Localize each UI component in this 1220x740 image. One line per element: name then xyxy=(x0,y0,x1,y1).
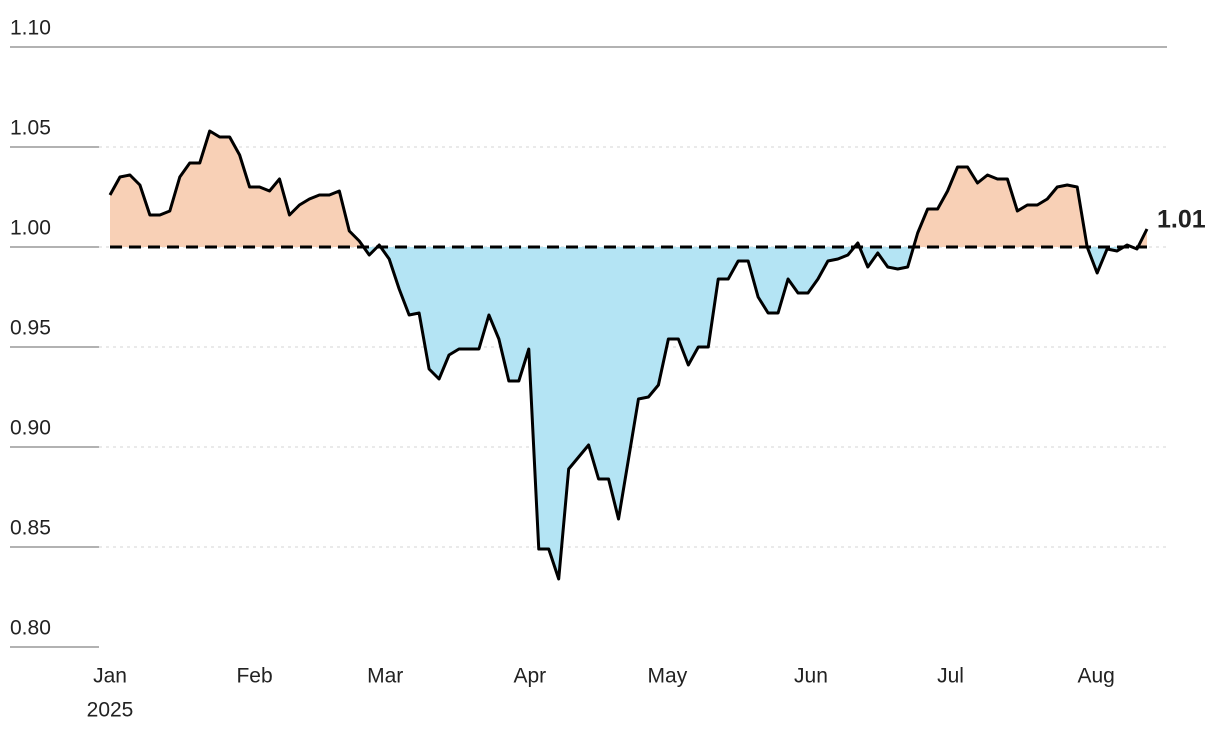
x-tick-label: Jun xyxy=(794,665,828,688)
area-below xyxy=(110,247,1147,579)
end-label: 1.01 xyxy=(1157,206,1206,234)
y-tick-label: 1.05 xyxy=(10,117,51,140)
y-tick-label: 1.00 xyxy=(10,217,51,240)
y-tick-label: 0.80 xyxy=(10,617,51,640)
y-tick-label: 0.95 xyxy=(10,317,51,340)
line xyxy=(108,129,1149,581)
x-tick-label: Jan xyxy=(93,665,127,688)
y-tick-label: 0.85 xyxy=(10,517,51,540)
y-tick-label: 1.10 xyxy=(10,17,51,40)
x-year-label: 2025 xyxy=(87,699,134,722)
x-tick-label: Feb xyxy=(236,665,272,688)
x-tick-label: Aug xyxy=(1077,665,1114,688)
x-tick-label: Mar xyxy=(367,665,403,688)
y-tick-label: 0.90 xyxy=(10,417,51,440)
x-tick-label: Apr xyxy=(513,665,546,688)
x-tick-label: Jul xyxy=(937,665,964,688)
x-tick-label: May xyxy=(648,665,688,688)
area-above xyxy=(110,131,1147,247)
